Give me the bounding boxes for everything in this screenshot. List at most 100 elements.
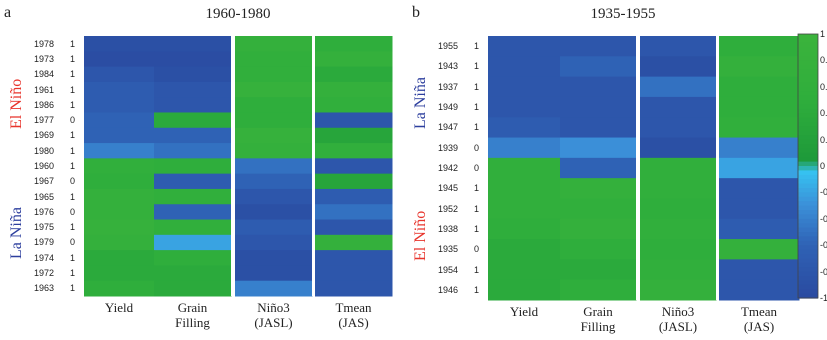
heatmap-cell-b-2-2 [640, 76, 717, 98]
heatmap-cell-b-12-1 [560, 279, 637, 301]
heatmap-cell-b-7-0 [488, 178, 561, 199]
indicator-flag: 1 [474, 223, 480, 234]
heatmap-cell-a-2-3 [315, 66, 393, 83]
heatmap-cell-a-5-1 [154, 112, 232, 129]
colorbar-segment [798, 170, 818, 176]
colorbar-segment [798, 245, 818, 251]
heatmap-cell-a-16-2 [235, 280, 313, 297]
colorbar-tick-label: 0 [820, 161, 826, 171]
colorbar-segment [798, 267, 818, 273]
panel-a-letter: a [4, 4, 12, 21]
colorbar-segment [798, 227, 818, 233]
indicator-flag: 1 [70, 130, 76, 141]
heatmap-cell-b-4-1 [560, 117, 637, 139]
heatmap-cell-a-11-1 [154, 204, 232, 221]
heatmap-cell-b-11-3 [719, 259, 800, 281]
colorbar-segment [798, 108, 818, 114]
heatmap-cell-a-14-2 [235, 250, 313, 266]
column-label: Niño3 (JASL) [254, 300, 293, 330]
heatmap-cell-b-8-0 [488, 198, 561, 220]
colorbar-segment [798, 42, 818, 48]
colorbar-tick-label: -1 [820, 293, 827, 303]
colorbar-tick-label: 0. [820, 55, 827, 66]
colorbar-segment [798, 240, 818, 246]
year-label: 1954 [438, 264, 459, 275]
heatmap-cell-b-9-1 [560, 218, 637, 240]
heatmap-cell-a-3-2 [235, 81, 313, 98]
year-label: 1973 [34, 53, 55, 64]
indicator-flag: 1 [474, 183, 480, 194]
heatmap-cell-a-13-1 [154, 234, 232, 251]
colorbar-tick-label: 0. [820, 81, 827, 92]
heatmap-cell-a-14-0 [84, 250, 155, 266]
heatmap-cell-a-1-0 [84, 51, 155, 68]
heatmap-cell-a-10-1 [154, 188, 232, 205]
year-label: 1978 [34, 38, 55, 49]
colorbar-segment [798, 258, 818, 264]
heatmap-cell-b-9-0 [488, 218, 561, 240]
heatmap-cell-a-8-2 [235, 158, 313, 175]
colorbar-segment [798, 188, 818, 193]
heatmap-cell-b-5-3 [719, 137, 800, 159]
colorbar-segment [798, 69, 818, 75]
colorbar-segment [798, 51, 818, 57]
colorbar-segment [798, 174, 818, 180]
colorbar-segment [798, 249, 818, 255]
heatmap-cell-a-14-1 [154, 250, 232, 266]
colorbar-tick-label: 1 [820, 29, 826, 39]
indicator-flag: 1 [70, 283, 76, 294]
year-label: 1947 [438, 122, 459, 133]
heatmap-cell-a-0-2 [235, 36, 313, 52]
column-label: Tmean (JAS) [335, 300, 372, 330]
colorbar-segment [798, 192, 818, 198]
year-label: 1984 [34, 69, 55, 80]
heatmap-cell-a-11-3 [315, 204, 393, 221]
heatmap-cell-b-12-2 [640, 279, 717, 301]
heatmap-cell-a-2-0 [84, 66, 155, 83]
heatmap-cell-a-15-0 [84, 265, 155, 282]
heatmap-cell-b-5-2 [640, 137, 717, 159]
indicator-flag: 1 [70, 69, 76, 80]
indicator-flag: 1 [70, 161, 76, 171]
colorbar-segment [798, 262, 818, 268]
colorbar-segment [798, 113, 818, 119]
indicator-flag: 1 [474, 61, 480, 72]
indicator-flag: 0 [474, 142, 480, 153]
colorbar-segment [798, 91, 818, 97]
colorbar-segment [798, 271, 818, 277]
colorbar-segment [798, 166, 818, 171]
indicator-flag: 1 [474, 284, 480, 295]
colorbar-frame [797, 33, 819, 299]
colorbar-segment [798, 78, 818, 83]
colorbar-segment [798, 82, 818, 88]
indicator-flag: 0 [70, 206, 76, 217]
heatmap-cell-b-2-3 [719, 76, 800, 98]
panel-b-title: 1935-1955 [590, 6, 656, 22]
year-label: 1955 [438, 41, 459, 52]
indicator-flag: 1 [474, 41, 480, 52]
heatmap-cell-b-2-0 [488, 76, 561, 98]
colorbar-segment [798, 144, 818, 149]
indicator-flag: 0 [70, 115, 76, 126]
heatmap-cell-b-11-2 [640, 259, 717, 281]
colorbar-segment [798, 148, 818, 154]
heatmap-cell-b-10-3 [719, 239, 800, 260]
heatmap-cell-b-1-2 [640, 56, 717, 78]
year-label: 1967 [34, 176, 55, 187]
colorbar-segment [798, 196, 818, 202]
colorbar-segment [798, 284, 818, 290]
heatmap-cell-b-5-0 [488, 137, 561, 159]
colorbar-segment [798, 95, 818, 101]
heatmap-cell-a-10-2 [235, 188, 313, 205]
heatmap-cell-a-4-3 [315, 97, 393, 113]
year-label: 1961 [34, 84, 55, 95]
year-label: 1972 [34, 268, 55, 279]
heatmap-cell-a-12-1 [154, 219, 232, 236]
heatmap-cell-a-7-0 [84, 143, 155, 159]
indicator-flag: 1 [70, 99, 76, 110]
colorbar-segment [798, 205, 818, 211]
colorbar-segment [798, 218, 818, 224]
heatmap-cell-a-15-3 [315, 265, 393, 282]
colorbar-segment [798, 293, 818, 299]
year-label: 1980 [34, 145, 55, 156]
